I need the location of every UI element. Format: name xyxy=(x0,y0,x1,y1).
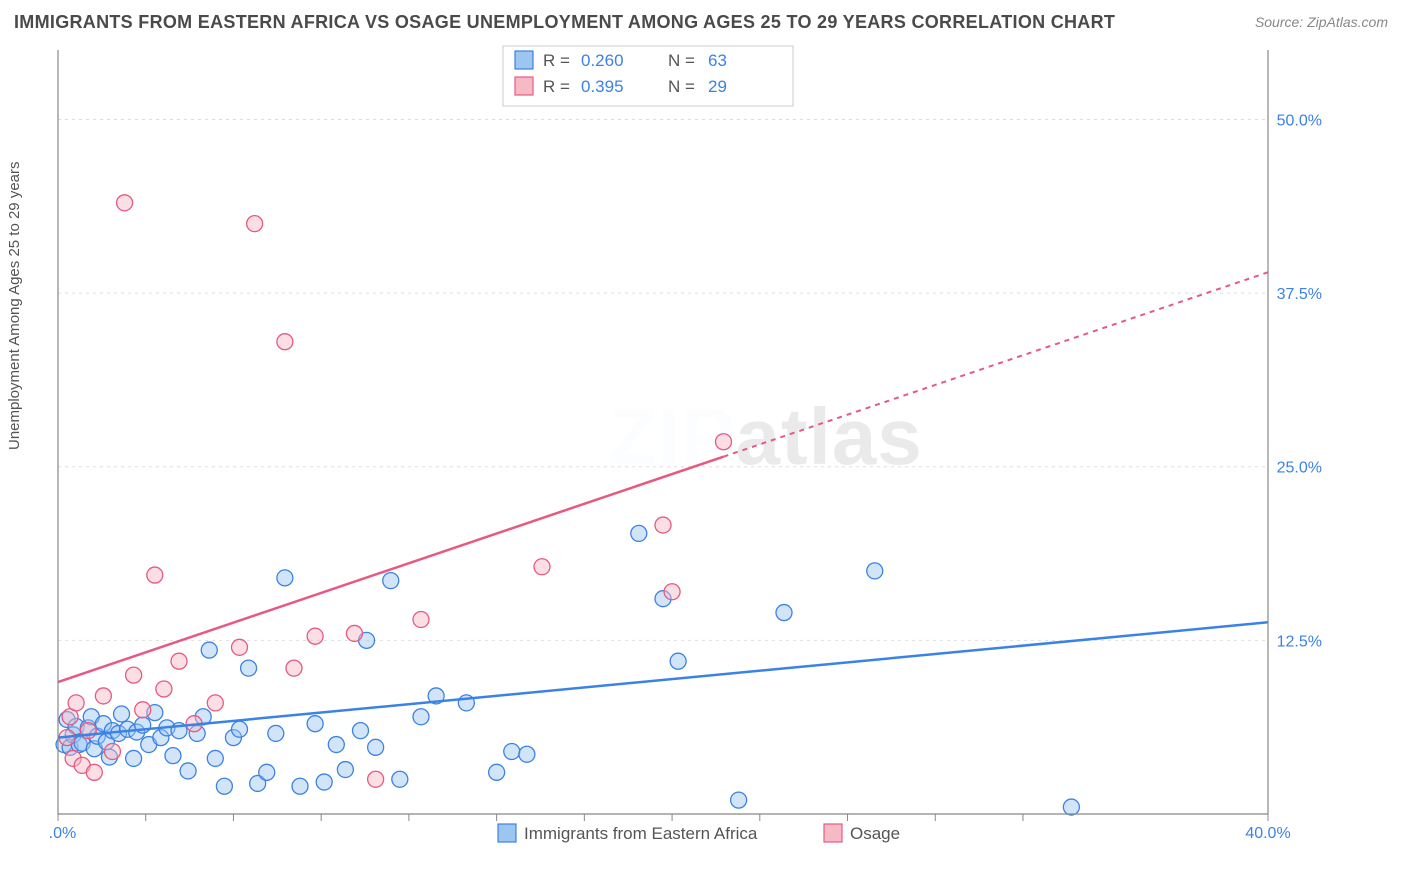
data-point xyxy=(337,762,353,778)
scatter-plot: 12.5%25.0%37.5%50.0%ZIPatlas0.0%40.0%R =… xyxy=(48,44,1328,844)
data-point xyxy=(259,764,275,780)
data-point xyxy=(247,216,263,232)
y-axis-label: Unemployment Among Ages 25 to 29 years xyxy=(6,161,23,450)
data-point xyxy=(316,774,332,790)
y-tick-label: 25.0% xyxy=(1277,460,1322,477)
data-point xyxy=(68,695,84,711)
data-point xyxy=(286,660,302,676)
legend-series-name: Osage xyxy=(850,824,900,843)
chart-title: IMMIGRANTS FROM EASTERN AFRICA VS OSAGE … xyxy=(14,12,1115,33)
data-point xyxy=(307,716,323,732)
legend-r-value: 0.395 xyxy=(581,77,624,96)
data-point xyxy=(413,612,429,628)
data-point xyxy=(165,748,181,764)
data-point xyxy=(664,584,680,600)
data-point xyxy=(117,195,133,211)
data-point xyxy=(232,639,248,655)
data-point xyxy=(126,667,142,683)
data-point xyxy=(114,706,130,722)
legend-swatch xyxy=(498,824,516,842)
data-point xyxy=(207,750,223,766)
data-point xyxy=(216,778,232,794)
data-point xyxy=(383,573,399,589)
legend-n-value: 63 xyxy=(708,51,727,70)
data-point xyxy=(519,746,535,762)
legend-series-name: Immigrants from Eastern Africa xyxy=(524,824,758,843)
y-tick-label: 37.5% xyxy=(1277,286,1322,303)
data-point xyxy=(86,764,102,780)
data-point xyxy=(207,695,223,711)
source-credit: Source: ZipAtlas.com xyxy=(1255,14,1388,30)
data-point xyxy=(716,434,732,450)
data-point xyxy=(292,778,308,794)
x-tick-label: 40.0% xyxy=(1245,825,1290,842)
data-point xyxy=(104,743,120,759)
legend-n-value: 29 xyxy=(708,77,727,96)
data-point xyxy=(413,709,429,725)
data-point xyxy=(171,653,187,669)
data-point xyxy=(368,739,384,755)
data-point xyxy=(867,563,883,579)
data-point xyxy=(353,723,369,739)
legend-swatch xyxy=(824,824,842,842)
x-tick-label: 0.0% xyxy=(48,825,76,842)
data-point xyxy=(534,559,550,575)
data-point xyxy=(201,642,217,658)
bottom-legend: Immigrants from Eastern Africa Osage xyxy=(498,824,900,843)
legend-r-label: R = xyxy=(543,77,570,96)
legend-r-label: R = xyxy=(543,51,570,70)
data-point xyxy=(731,792,747,808)
data-point xyxy=(655,517,671,533)
data-point xyxy=(126,750,142,766)
data-point xyxy=(156,681,172,697)
data-point xyxy=(241,660,257,676)
data-point xyxy=(504,743,520,759)
data-point xyxy=(328,737,344,753)
data-point xyxy=(277,570,293,586)
data-point xyxy=(232,721,248,737)
data-point xyxy=(180,763,196,779)
data-point xyxy=(277,334,293,350)
data-point xyxy=(95,688,111,704)
data-point xyxy=(346,625,362,641)
data-point xyxy=(776,605,792,621)
legend-n-label: N = xyxy=(668,51,695,70)
data-point xyxy=(147,567,163,583)
data-point xyxy=(670,653,686,669)
legend-n-label: N = xyxy=(668,77,695,96)
y-tick-label: 50.0% xyxy=(1277,112,1322,129)
data-point xyxy=(1063,799,1079,815)
data-point xyxy=(135,702,151,718)
data-point xyxy=(392,771,408,787)
legend-r-value: 0.260 xyxy=(581,51,624,70)
data-point xyxy=(631,525,647,541)
data-point xyxy=(268,725,284,741)
data-point xyxy=(489,764,505,780)
y-tick-label: 12.5% xyxy=(1277,633,1322,650)
data-point xyxy=(307,628,323,644)
legend-swatch xyxy=(515,77,533,95)
legend-swatch xyxy=(515,51,533,69)
data-point xyxy=(368,771,384,787)
